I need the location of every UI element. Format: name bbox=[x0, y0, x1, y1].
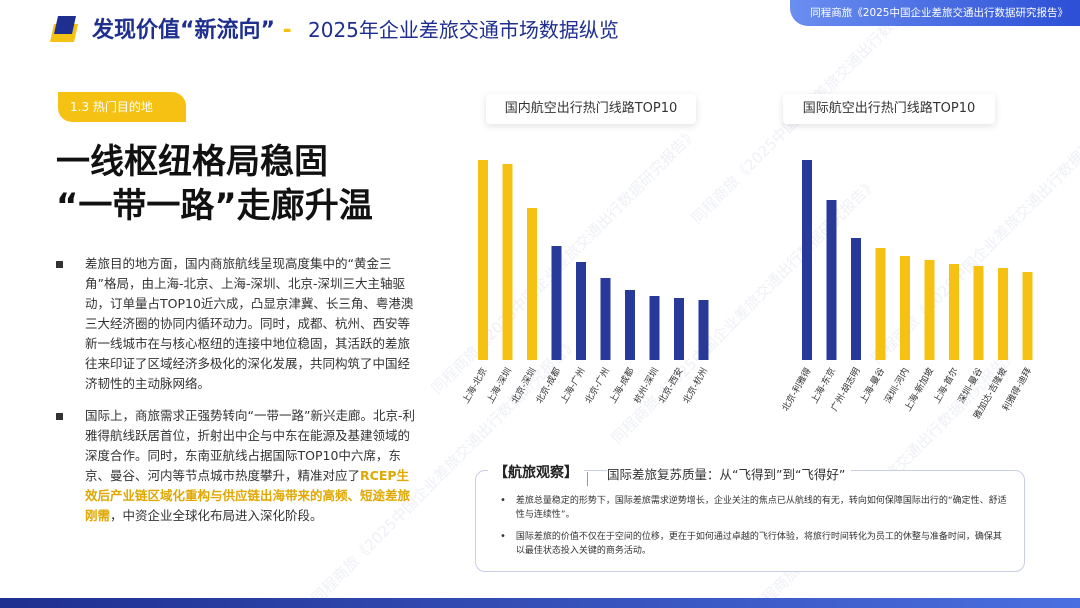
international-bar-2 bbox=[826, 200, 837, 360]
bullet-text: 差旅目的地方面，国内商旅航线呈现高度集中的“黄金三角”格局，由上海-北京、上海-… bbox=[85, 256, 414, 391]
international-bar-8 bbox=[973, 266, 984, 360]
bullet-dot-icon: • bbox=[500, 531, 506, 542]
bottom-bar bbox=[0, 598, 1080, 608]
domestic-bar-3 bbox=[527, 208, 537, 360]
international-bar-10 bbox=[1022, 272, 1033, 360]
observation-subtitle: 国际差旅复苏质量：从“飞得到”到“飞得好” bbox=[607, 464, 852, 483]
domestic-bar-4 bbox=[551, 246, 562, 360]
bullet-square-icon bbox=[56, 413, 63, 420]
domestic-bar-1 bbox=[478, 160, 488, 360]
headline-line1: 一线枢纽格局稳固 bbox=[56, 142, 328, 182]
highlight-text: RCEP生效后产业链区域化重构与供应链出海带来的高频、短途差旅刚需 bbox=[85, 468, 411, 523]
domestic-chart-title: 国内航空出行热门线路TOP10 bbox=[486, 94, 696, 124]
bullet-item: 国际上，商旅需求正强势转向“一带一路”新兴走廊。北京-利雅得航线跃居首位，折射出… bbox=[56, 406, 416, 526]
domestic-bar-chart: 上海-北京上海-深圳北京-深圳北京-成都上海-广州北京-广州上海-成都杭州-深圳… bbox=[460, 160, 710, 406]
observation-item: • 国际差旅的价值不仅在于空间的位移，更在于如何通过卓越的飞行体验，将旅行时间转… bbox=[500, 531, 1002, 556]
international-bar-4 bbox=[875, 248, 886, 360]
observation-divider bbox=[587, 472, 588, 486]
bullet-text: 国际上，商旅需求正强势转向“一带一路”新兴走廊。北京-利雅得航线跃居首位，折射出… bbox=[85, 408, 415, 523]
international-bar-3 bbox=[851, 238, 861, 360]
bullet-square-icon bbox=[56, 261, 63, 268]
headline-line2: “一带一路”走廊升温 bbox=[56, 186, 373, 226]
observation-list: • 差旅总量稳定的形势下，国际差旅需求逆势增长，企业关注的焦点已从航线的有无，转… bbox=[500, 494, 1008, 566]
domestic-bar-9 bbox=[674, 298, 684, 360]
headline: 一线枢纽格局稳固 “一带一路”走廊升温 bbox=[56, 140, 373, 228]
domestic-category-label: 上海-北京 bbox=[460, 366, 490, 406]
observation-label: 【航旅观察】 bbox=[488, 462, 584, 482]
international-bar-6 bbox=[924, 260, 935, 360]
international-bar-7 bbox=[949, 264, 959, 360]
domestic-bar-10 bbox=[698, 300, 709, 360]
page-subtitle: 2025年企业差旅交通市场数据纵览 bbox=[308, 18, 619, 42]
report-tag: 同程商旅《2025中国企业差旅交通出行数据研究报告》 bbox=[790, 0, 1080, 26]
international-bar-1 bbox=[802, 160, 812, 360]
international-chart-title: 国际航空出行热门线路TOP10 bbox=[783, 94, 995, 124]
domestic-bar-6 bbox=[600, 278, 611, 360]
bullet-list: 差旅目的地方面，国内商旅航线呈现高度集中的“黄金三角”格局，由上海-北京、上海-… bbox=[56, 254, 416, 538]
domestic-bar-5 bbox=[576, 262, 586, 360]
bullet-dot-icon: • bbox=[500, 495, 506, 506]
international-bar-5 bbox=[900, 256, 910, 360]
domestic-bar-2 bbox=[502, 164, 513, 360]
domestic-bar-8 bbox=[649, 296, 660, 360]
bullet-item: 差旅目的地方面，国内商旅航线呈现高度集中的“黄金三角”格局，由上海-北京、上海-… bbox=[56, 254, 416, 394]
observation-box bbox=[475, 470, 1025, 572]
international-bar-chart: 北京-利雅得上海-东京广州-胡志明上海-曼谷深圳-河内上海-新加坡上海-首尔深圳… bbox=[779, 160, 1034, 421]
observation-item: • 差旅总量稳定的形势下，国际差旅需求逆势增长，企业关注的焦点已从航线的有无，转… bbox=[500, 495, 1007, 520]
logo-icon bbox=[50, 16, 78, 42]
section-tag: 1.3 热门目的地 bbox=[58, 92, 186, 122]
domestic-bar-7 bbox=[625, 290, 635, 360]
international-category-label: 北京-利雅得 bbox=[779, 366, 814, 414]
international-bar-9 bbox=[998, 268, 1008, 360]
page-title: 发现价值“新流向” - bbox=[92, 18, 292, 43]
